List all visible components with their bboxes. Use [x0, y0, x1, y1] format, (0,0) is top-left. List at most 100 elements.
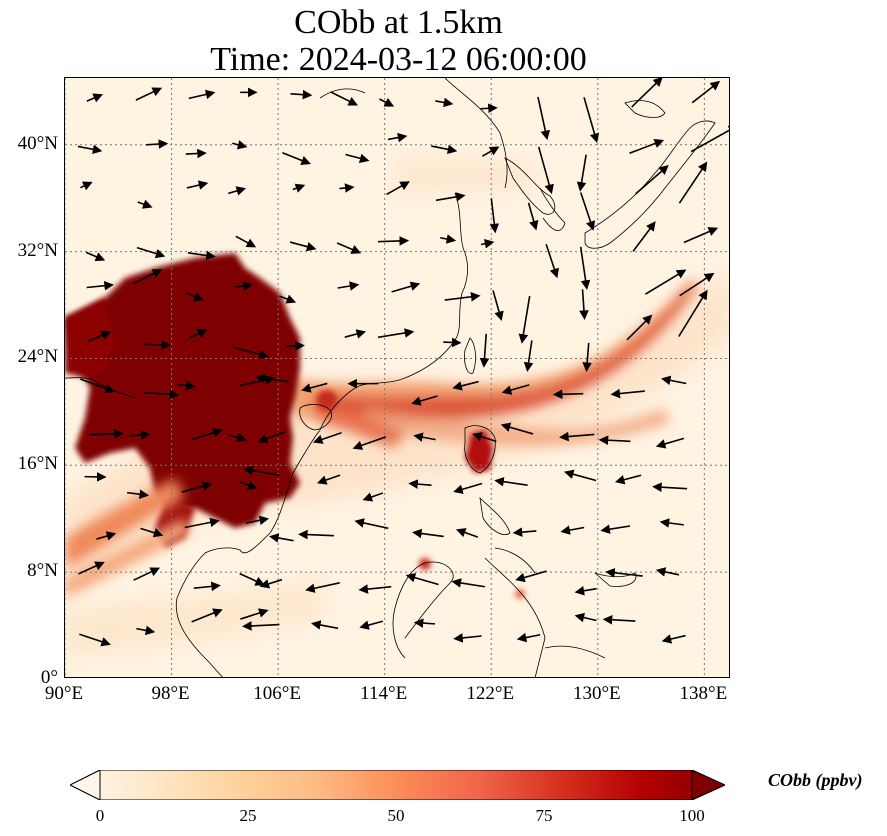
wind-arrow — [235, 281, 253, 291]
wind-arrow — [339, 183, 355, 193]
wind-arrow — [279, 294, 297, 304]
colorbar-tick-label: 0 — [95, 806, 105, 825]
wind-arrow — [133, 567, 161, 581]
wind-arrow — [186, 180, 209, 190]
wind-arrow — [177, 380, 196, 391]
lat-tick-label: 24°N — [17, 346, 58, 368]
wind-arrow — [516, 632, 541, 643]
wind-arrow — [259, 578, 283, 589]
colorbar — [68, 769, 727, 801]
wind-arrow — [537, 96, 551, 141]
wind-arrow — [78, 561, 105, 575]
wind-arrow — [387, 132, 408, 143]
wind-arrow — [129, 430, 151, 440]
wind-arrow — [563, 469, 597, 482]
wind-arrow — [316, 474, 341, 485]
wind-arrow — [660, 375, 687, 386]
wind-arrow — [605, 568, 643, 578]
wind-arrow — [440, 234, 457, 244]
wind-arrow — [292, 183, 306, 193]
wind-arrow — [683, 227, 719, 244]
wind-arrow — [143, 340, 172, 350]
wind-arrow — [455, 528, 479, 538]
wind-arrow — [245, 515, 270, 526]
wind-arrow — [691, 80, 721, 104]
wind-arrow — [560, 525, 585, 535]
wind-arrow — [518, 295, 531, 344]
wind-arrow — [255, 373, 290, 384]
wind-arrow — [574, 586, 597, 596]
wind-arrow — [136, 625, 156, 636]
wind-arrow — [431, 144, 458, 155]
wind-arrow — [655, 437, 685, 449]
wind-arrow — [345, 153, 370, 164]
wind-arrow — [89, 428, 124, 439]
plume-luzon — [317, 390, 525, 599]
wind-arrow — [359, 620, 384, 630]
wind-arrow — [80, 378, 116, 394]
wind-arrow — [629, 138, 665, 155]
wind-arrow — [243, 465, 280, 477]
wind-arrow — [552, 389, 584, 400]
wind-arrow — [126, 489, 150, 499]
wind-arrow — [412, 528, 444, 539]
wind-arrow — [659, 518, 684, 528]
wind-arrow — [480, 103, 498, 114]
colorbar-min-extension — [68, 769, 101, 801]
wind-arrow — [86, 93, 103, 103]
wind-arrow — [379, 97, 395, 107]
wind-arrow — [583, 97, 600, 144]
wind-arrow — [77, 144, 103, 155]
wind-arrow — [330, 91, 358, 106]
wind-arrow — [632, 221, 656, 252]
wind-arrow — [452, 380, 479, 391]
wind-arrow — [86, 280, 114, 291]
wind-arrow — [228, 432, 247, 443]
wind-arrow — [453, 633, 482, 643]
wind-arrow — [242, 621, 280, 631]
wind-arrow — [181, 481, 213, 493]
map-canvas — [65, 78, 729, 677]
lat-tick-label: 16°N — [17, 453, 58, 475]
wind-arrow — [574, 612, 597, 623]
wind-arrow — [362, 492, 384, 502]
wind-arrow — [85, 251, 106, 262]
wind-arrow — [652, 482, 688, 492]
wind-arrow — [352, 436, 387, 450]
coastlines — [65, 78, 716, 677]
map-title: CObb at 1.5km — [294, 4, 503, 41]
wind-arrow — [257, 431, 286, 444]
lon-tick-label: 122°E — [466, 683, 515, 704]
wind-arrow — [312, 432, 342, 444]
wind-arrow — [336, 242, 362, 254]
lon-tick-label: 90°E — [44, 683, 84, 704]
wind-arrow — [184, 517, 220, 529]
lon-tick-label: 130°E — [572, 683, 621, 704]
wind-arrow — [579, 192, 596, 231]
wind-arrow — [444, 292, 481, 302]
wind-arrow — [232, 140, 248, 150]
wind-arrow — [678, 161, 708, 204]
wind-arrow — [614, 474, 642, 485]
colorbar-label: CObb (ppbv) — [768, 770, 863, 790]
wind-arrow — [96, 531, 117, 541]
wind-arrow — [140, 527, 164, 538]
wind-arrow — [678, 289, 708, 337]
wind-arrow — [240, 608, 269, 620]
wind-arrow — [269, 533, 294, 543]
wind-arrow — [559, 431, 595, 442]
wind-arrow — [298, 529, 334, 540]
map-gridlines — [65, 78, 729, 677]
wind-arrow — [358, 584, 392, 594]
lat-tick-label: 8°N — [27, 560, 58, 582]
colorbar-max-extension — [691, 769, 727, 801]
wind-arrow — [239, 572, 265, 586]
wind-arrow — [626, 314, 653, 341]
wind-arrow — [527, 202, 539, 231]
wind-arrow — [344, 329, 367, 339]
lon-tick-label: 98°E — [151, 683, 190, 704]
wind-arrow — [600, 524, 631, 534]
wind-arrow — [191, 608, 223, 623]
wind-arrow — [386, 181, 410, 196]
wind-arrow — [228, 186, 247, 196]
